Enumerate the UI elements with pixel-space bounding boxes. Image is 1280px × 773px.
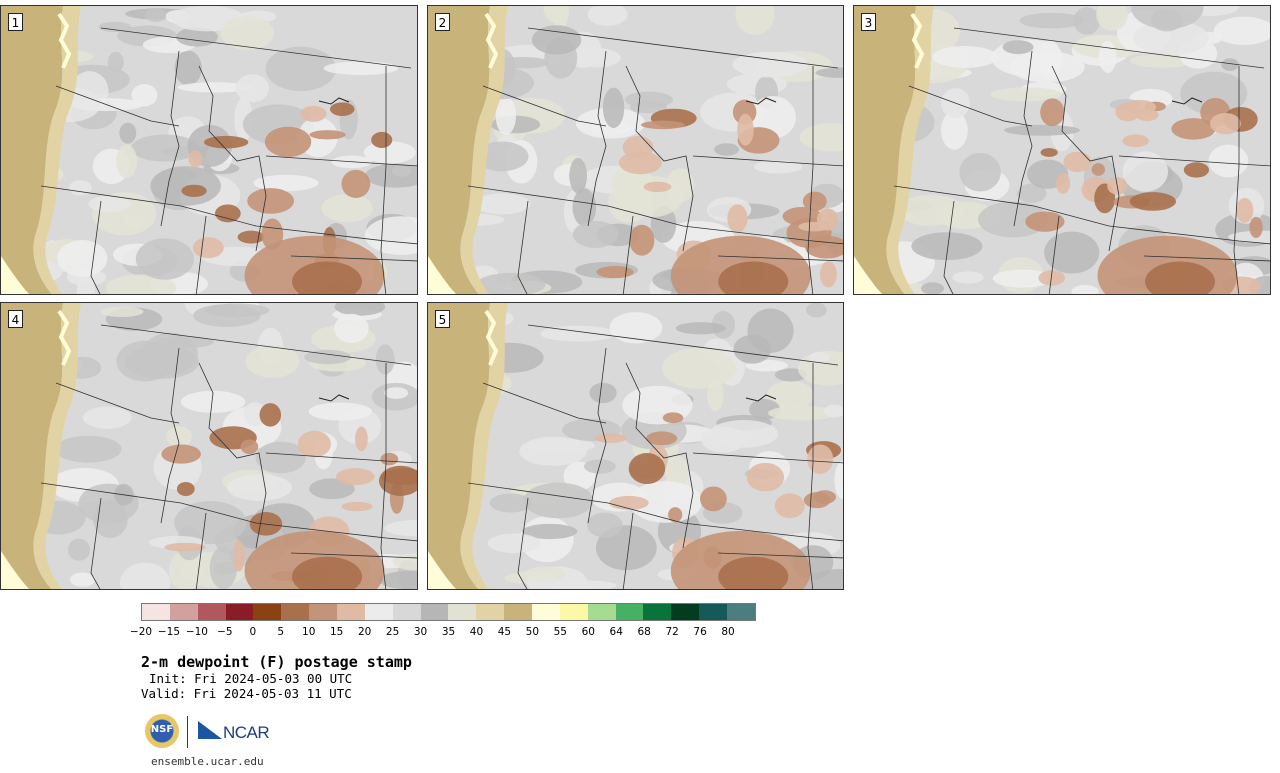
colorbar-swatch bbox=[615, 604, 644, 620]
ncar-mark-icon bbox=[198, 721, 222, 739]
colorbar-tick-label: 5 bbox=[277, 626, 285, 638]
colorbar-swatch bbox=[281, 604, 310, 620]
colorbar-tick-label: 72 bbox=[665, 626, 679, 638]
colorbar-swatch bbox=[364, 604, 393, 620]
map-panel-5: 5 bbox=[427, 302, 844, 590]
dewpoint-map bbox=[854, 6, 1270, 294]
logo-group: NSF NCAR bbox=[145, 714, 275, 752]
panel-number: 5 bbox=[435, 310, 450, 328]
colorbar-tick-label: 15 bbox=[329, 626, 344, 638]
colorbar-swatch bbox=[225, 604, 254, 620]
site-url: ensemble.ucar.edu bbox=[151, 755, 264, 768]
ncar-logo: NCAR bbox=[223, 723, 270, 742]
colorbar-swatch bbox=[420, 604, 449, 620]
colorbar-swatch bbox=[392, 604, 421, 620]
colorbar-swatch bbox=[671, 604, 700, 620]
colorbar-swatch bbox=[559, 604, 588, 620]
colorbar-tick-label: 45 bbox=[497, 626, 512, 638]
colorbar-swatch bbox=[504, 604, 533, 620]
colorbar-tick-label: 10 bbox=[302, 626, 316, 638]
colorbar-tick-label: 35 bbox=[441, 626, 456, 638]
colorbar-swatch bbox=[699, 604, 728, 620]
colorbar-tick-label: 30 bbox=[413, 626, 428, 638]
colorbar-swatch bbox=[253, 604, 282, 620]
colorbar bbox=[141, 603, 756, 621]
panel-number: 2 bbox=[435, 13, 450, 31]
colorbar-tick-label: −10 bbox=[185, 626, 208, 638]
dewpoint-map bbox=[428, 6, 843, 294]
map-panel-4: 4 bbox=[0, 302, 418, 590]
chart-title: 2-m dewpoint (F) postage stamp bbox=[141, 653, 412, 671]
colorbar-tick-label: 64 bbox=[609, 626, 623, 638]
colorbar-tick-label: 50 bbox=[525, 626, 540, 638]
map-panel-2: 2 bbox=[427, 5, 844, 295]
colorbar-swatch bbox=[448, 604, 477, 620]
panel-number: 1 bbox=[8, 13, 23, 31]
colorbar-tick-label: 76 bbox=[693, 626, 707, 638]
dewpoint-map bbox=[1, 6, 417, 294]
colorbar-tick-label: 68 bbox=[637, 626, 651, 638]
colorbar-swatch bbox=[643, 604, 672, 620]
colorbar-swatch bbox=[532, 604, 560, 620]
colorbar-swatch bbox=[142, 604, 170, 620]
panel-number: 4 bbox=[8, 310, 23, 328]
dewpoint-map bbox=[1, 303, 417, 589]
init-time: Init: Fri 2024-05-03 00 UTC bbox=[149, 671, 353, 686]
panel-number: 3 bbox=[861, 13, 876, 31]
colorbar-swatch bbox=[337, 604, 365, 620]
colorbar-swatch bbox=[197, 604, 226, 620]
colorbar-swatch bbox=[727, 604, 755, 620]
colorbar-tick-label: 20 bbox=[357, 626, 372, 638]
colorbar-tick-label: 40 bbox=[469, 626, 484, 638]
colorbar-swatch bbox=[309, 604, 338, 620]
colorbar-swatch bbox=[587, 604, 616, 620]
colorbar-swatch bbox=[476, 604, 505, 620]
colorbar-tick-label: 60 bbox=[581, 626, 595, 638]
colorbar-tick-label: 0 bbox=[249, 626, 257, 638]
colorbar-swatch bbox=[169, 604, 198, 620]
colorbar-tick-label: −20 bbox=[129, 626, 153, 638]
valid-time: Valid: Fri 2024-05-03 11 UTC bbox=[141, 686, 352, 701]
colorbar-tick-label: 80 bbox=[721, 626, 735, 638]
colorbar-ticks: −20 −15 −10 −5 0 5 10 15 20 25 30 35 40 45 50 55 60 64 68 7… bbox=[130, 626, 756, 640]
dewpoint-map bbox=[428, 303, 843, 589]
map-panel-3: 3 bbox=[853, 5, 1271, 295]
map-panel-1: 1 bbox=[0, 5, 418, 295]
logo-divider bbox=[187, 716, 188, 748]
nsf-logo: NSF bbox=[145, 714, 179, 748]
colorbar-tick-label: −5 bbox=[217, 626, 233, 638]
colorbar-tick-label: −15 bbox=[157, 626, 181, 638]
colorbar-tick-label: 55 bbox=[553, 626, 567, 638]
colorbar-tick-label: 25 bbox=[385, 626, 400, 638]
